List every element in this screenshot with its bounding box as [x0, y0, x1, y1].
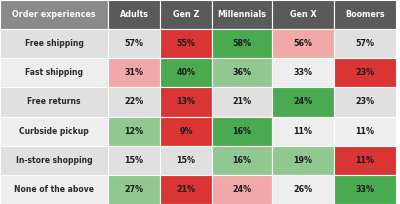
Bar — [212, 0, 272, 29]
Bar — [212, 29, 272, 58]
Text: 16%: 16% — [232, 156, 252, 165]
Bar — [0, 146, 108, 175]
Text: 33%: 33% — [294, 68, 312, 77]
Text: 36%: 36% — [232, 68, 252, 77]
Bar — [212, 116, 272, 146]
Text: 26%: 26% — [294, 185, 312, 194]
Text: 31%: 31% — [124, 68, 144, 77]
Bar — [108, 88, 160, 116]
Text: 13%: 13% — [176, 98, 196, 106]
Bar — [160, 29, 212, 58]
Text: Curbside pickup: Curbside pickup — [19, 127, 89, 136]
Bar — [160, 146, 212, 175]
Bar — [334, 175, 396, 204]
Bar — [334, 0, 396, 29]
Text: 11%: 11% — [356, 127, 374, 136]
Text: 23%: 23% — [356, 98, 374, 106]
Text: 57%: 57% — [356, 39, 374, 48]
Text: 11%: 11% — [356, 156, 374, 165]
Bar — [334, 116, 396, 146]
Text: Millennials: Millennials — [218, 10, 266, 19]
Text: 15%: 15% — [176, 156, 196, 165]
Text: 58%: 58% — [232, 39, 252, 48]
Bar — [160, 116, 212, 146]
Text: 16%: 16% — [232, 127, 252, 136]
Bar — [272, 175, 334, 204]
Text: 57%: 57% — [124, 39, 144, 48]
Bar — [272, 88, 334, 116]
Text: Free returns: Free returns — [27, 98, 81, 106]
Bar — [0, 0, 108, 29]
Text: In-store shopping: In-store shopping — [16, 156, 92, 165]
Bar — [272, 29, 334, 58]
Bar — [272, 146, 334, 175]
Text: Boomers: Boomers — [345, 10, 385, 19]
Text: 56%: 56% — [294, 39, 312, 48]
Text: 55%: 55% — [176, 39, 196, 48]
Text: Adults: Adults — [120, 10, 148, 19]
Bar — [160, 0, 212, 29]
Bar — [0, 29, 108, 58]
Text: 24%: 24% — [232, 185, 252, 194]
Bar — [212, 146, 272, 175]
Bar — [212, 175, 272, 204]
Bar — [334, 29, 396, 58]
Bar — [108, 0, 160, 29]
Bar — [0, 175, 108, 204]
Bar — [334, 58, 396, 88]
Bar — [160, 175, 212, 204]
Text: 24%: 24% — [294, 98, 312, 106]
Bar — [212, 58, 272, 88]
Text: Gen X: Gen X — [290, 10, 316, 19]
Text: Order experiences: Order experiences — [12, 10, 96, 19]
Text: 33%: 33% — [356, 185, 374, 194]
Bar — [212, 88, 272, 116]
Text: 27%: 27% — [124, 185, 144, 194]
Text: 9%: 9% — [179, 127, 193, 136]
Bar — [272, 0, 334, 29]
Bar — [160, 88, 212, 116]
Bar — [108, 58, 160, 88]
Bar — [334, 146, 396, 175]
Text: 21%: 21% — [232, 98, 252, 106]
Text: 22%: 22% — [124, 98, 144, 106]
Bar — [108, 116, 160, 146]
Text: 40%: 40% — [176, 68, 196, 77]
Bar — [108, 29, 160, 58]
Bar — [0, 116, 108, 146]
Bar — [272, 58, 334, 88]
Text: 23%: 23% — [356, 68, 374, 77]
Text: Fast shipping: Fast shipping — [25, 68, 83, 77]
Text: None of the above: None of the above — [14, 185, 94, 194]
Text: Free shipping: Free shipping — [24, 39, 84, 48]
Bar — [0, 58, 108, 88]
Bar — [160, 58, 212, 88]
Bar — [0, 88, 108, 116]
Text: 12%: 12% — [124, 127, 144, 136]
Bar — [108, 175, 160, 204]
Text: 11%: 11% — [294, 127, 312, 136]
Text: 21%: 21% — [176, 185, 196, 194]
Bar — [108, 146, 160, 175]
Bar — [334, 88, 396, 116]
Bar — [272, 116, 334, 146]
Text: 15%: 15% — [124, 156, 144, 165]
Text: Gen Z: Gen Z — [173, 10, 199, 19]
Text: 19%: 19% — [294, 156, 312, 165]
